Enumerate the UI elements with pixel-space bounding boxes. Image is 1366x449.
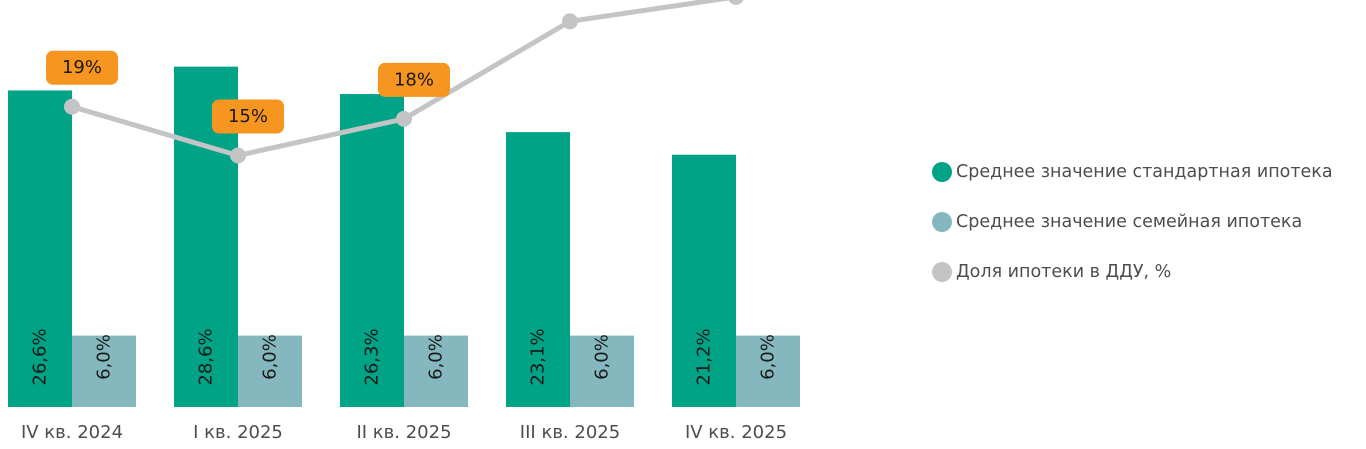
x-tick-label: II кв. 2025 (356, 422, 451, 443)
bar-family (404, 335, 468, 407)
share-point (728, 0, 744, 5)
share-label-box (378, 62, 450, 97)
bar-family (736, 335, 800, 407)
chart: 26,6% 6,0% 28,6% 6,0% 26,3% 6,0% 23,1% 6,0% 21,2… (8, 0, 800, 443)
legend-item-family: Среднее значение семейная ипотека (932, 210, 1333, 234)
data-label-standard: 26,6% (30, 328, 51, 385)
share-point (396, 110, 412, 127)
x-tick-label: III кв. 2025 (520, 422, 620, 443)
data-label-standard: 28,6% (196, 328, 217, 385)
data-label-family: 6,0% (426, 334, 447, 380)
share-line-layer: 19%15%18%26%28% (46, 0, 744, 164)
data-label-family: 6,0% (758, 334, 779, 380)
legend-marker-family-icon (932, 212, 952, 232)
bar-standard (8, 90, 72, 408)
share-data-label: 18% (394, 69, 434, 90)
share-label-box (46, 50, 118, 85)
data-label-family: 6,0% (94, 334, 115, 380)
x-tick-label: IV кв. 2024 (21, 422, 123, 443)
legend-marker-standard-icon (932, 162, 952, 182)
data-label-standard: 23,1% (528, 328, 549, 385)
legend-marker-share-icon (932, 262, 952, 282)
share-data-label: 19% (62, 57, 102, 78)
bar-standard (672, 154, 736, 407)
share-point (230, 147, 246, 164)
share-point (64, 98, 80, 115)
x-tick-label: I кв. 2025 (193, 422, 283, 443)
bar-family (72, 335, 136, 407)
data-label-standard: 21,2% (694, 328, 715, 385)
share-point (562, 13, 578, 30)
legend-label: Среднее значение стандартная ипотека (956, 162, 1333, 182)
legend-label: Доля ипотеки в ДДУ, % (956, 262, 1172, 282)
share-label-box (212, 99, 284, 134)
bar-family (570, 335, 634, 407)
x-tick-label: IV кв. 2025 (685, 422, 787, 443)
x-axis: IV кв. 2024 I кв. 2025 II кв. 2025 III кв. … (21, 422, 787, 443)
data-label-family: 6,0% (592, 334, 613, 380)
bar-standard (340, 94, 404, 407)
legend-item-standard: Среднее значение стандартная ипотека (932, 160, 1333, 184)
data-label-family: 6,0% (260, 334, 281, 380)
share-data-label: 15% (228, 106, 268, 127)
bar-standard (506, 132, 570, 408)
legend-item-share: Доля ипотеки в ДДУ, % (932, 260, 1333, 284)
data-label-standard: 26,3% (362, 328, 383, 385)
bar-family (238, 335, 302, 407)
legend: Среднее значение стандартная ипотека Сре… (932, 160, 1333, 310)
bars-layer: 26,6% 6,0% 28,6% 6,0% 26,3% 6,0% 23,1% 6,0% 21,2… (8, 66, 800, 408)
legend-label: Среднее значение семейная ипотека (956, 212, 1303, 232)
